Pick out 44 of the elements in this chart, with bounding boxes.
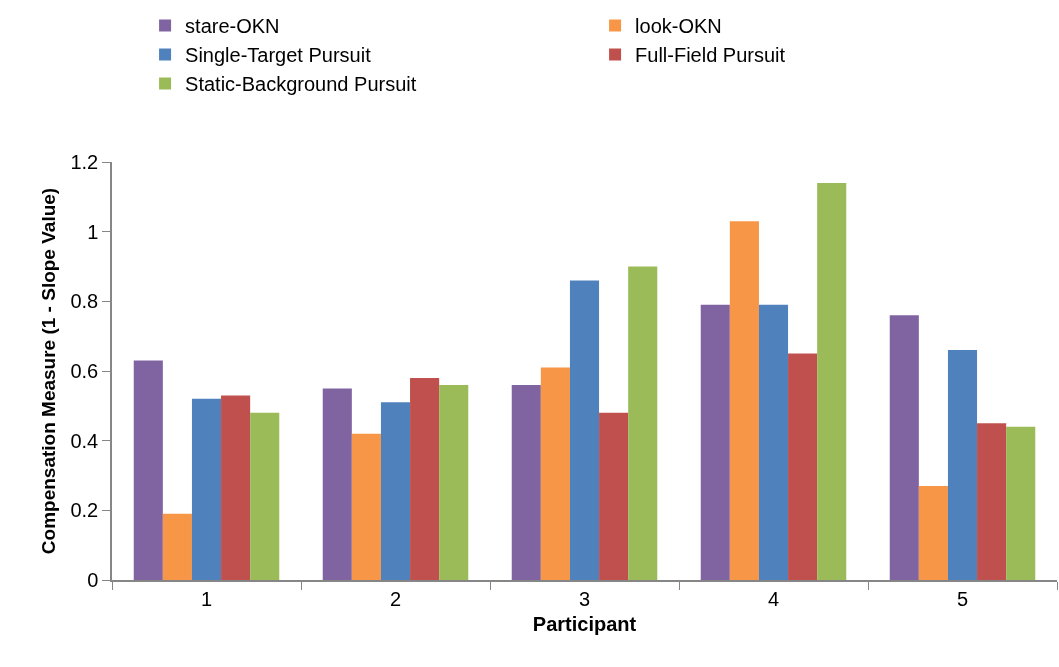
bar	[918, 485, 948, 580]
bar	[628, 266, 658, 580]
bar	[439, 384, 469, 580]
bar	[1006, 426, 1036, 580]
y-tick-label: 0.4	[70, 429, 99, 452]
bar	[599, 412, 629, 580]
bar	[947, 350, 978, 580]
bar	[729, 221, 759, 580]
bar	[410, 377, 440, 580]
x-axis-title: Participant	[532, 612, 637, 635]
bar	[351, 433, 381, 580]
bar	[322, 388, 352, 580]
y-tick-label: 0.8	[70, 290, 99, 313]
bar	[977, 423, 1007, 580]
legend-label: look-OKN	[635, 15, 722, 38]
legend-label: Full-Field Pursuit	[635, 44, 786, 67]
bar	[162, 513, 192, 580]
y-tick-label: 1.2	[70, 151, 99, 173]
x-tick-label: 4	[767, 587, 780, 610]
y-tick-label: 1	[87, 220, 99, 243]
y-axis-title: Compensation Measure (1 - Slope Value)	[37, 187, 59, 555]
bar	[133, 360, 163, 580]
bar	[191, 398, 222, 580]
x-tick-label: 1	[200, 587, 213, 610]
bar	[817, 182, 847, 580]
x-tick-label: 5	[956, 587, 969, 610]
bar	[540, 367, 570, 580]
legend-label: Static-Background Pursuit	[185, 73, 417, 96]
legend-label: stare-OKN	[185, 15, 280, 38]
bar	[380, 402, 411, 580]
x-tick-label: 2	[389, 587, 402, 610]
y-tick-label: 0.2	[70, 499, 99, 522]
bar	[250, 412, 280, 580]
y-tick-label: 0	[87, 569, 99, 591]
bar	[758, 304, 789, 580]
bar	[221, 395, 251, 580]
bar	[788, 353, 818, 580]
x-tick-label: 3	[578, 587, 591, 610]
bar	[569, 280, 600, 580]
bar	[511, 384, 541, 580]
legend-label: Single-Target Pursuit	[185, 44, 372, 67]
bar	[700, 304, 730, 580]
bar	[889, 315, 919, 580]
y-tick-label: 0.6	[70, 360, 99, 382]
